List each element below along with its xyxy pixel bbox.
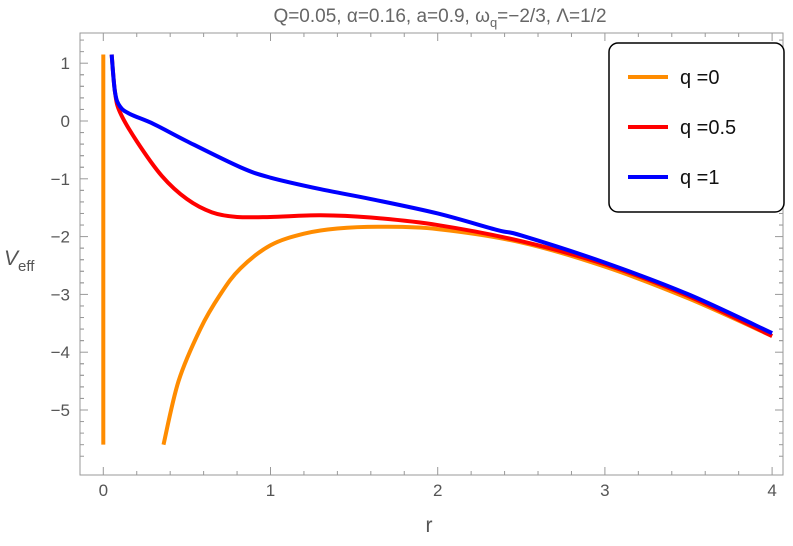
x-tick-label: 2 xyxy=(433,481,442,500)
legend-box xyxy=(608,42,785,213)
x-tick-label: 0 xyxy=(99,481,108,500)
x-tick-label: 1 xyxy=(266,481,275,500)
y-tick-label: −1 xyxy=(51,170,70,189)
plot-frame xyxy=(79,32,784,476)
y-tick-label: −4 xyxy=(51,343,70,362)
plot-border xyxy=(79,32,784,476)
y-tick-label: −3 xyxy=(51,285,70,304)
curve-q0 xyxy=(161,224,773,446)
legend-label-q0.5: q =0.5 xyxy=(680,117,736,139)
chart-title: Q=0.05, α=0.16, a=0.9, ωq=−2/3, Λ=1/2 xyxy=(273,6,606,30)
legend-label-q1: q =1 xyxy=(680,167,719,189)
y-tick-label: 0 xyxy=(61,112,70,131)
x-tick-label: 3 xyxy=(600,481,609,500)
legend: q =0 q =0.5 q =1 xyxy=(608,42,785,213)
x-tick-label: 4 xyxy=(767,481,776,500)
legend-label-q0: q =0 xyxy=(680,67,719,89)
axis-ticks: 0 1 2 3 4 −5 −4 −3 −2 −1 0 1 xyxy=(51,33,783,500)
x-axis-label: r xyxy=(426,514,433,537)
y-tick-label: 1 xyxy=(61,54,70,73)
y-tick-label: −2 xyxy=(51,228,70,247)
curve-q1 xyxy=(109,54,773,335)
y-axis-label: Veff xyxy=(4,247,35,275)
y-tick-label: −5 xyxy=(51,401,70,420)
curves xyxy=(101,54,773,446)
